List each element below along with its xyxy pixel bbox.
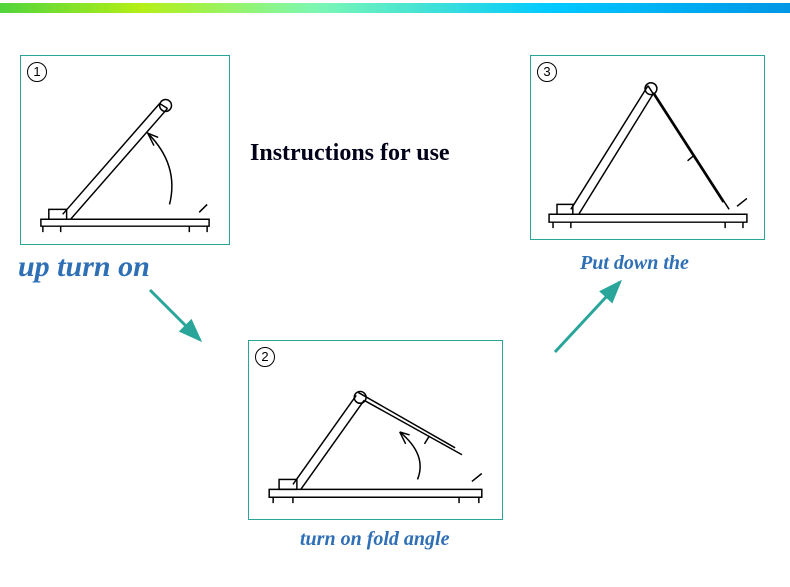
instructions-title: Instructions for use — [250, 140, 450, 167]
step-number-3: 3 — [537, 62, 557, 82]
step-number-1: 1 — [27, 62, 47, 82]
step-number-2: 2 — [255, 347, 275, 367]
step-panel-1: 1 — [20, 55, 230, 245]
flow-arrow-2-to-3 — [545, 272, 635, 362]
top-gradient-bar — [0, 0, 790, 10]
caption-step-1: up turn on — [18, 250, 150, 284]
flow-arrow-1-to-2 — [140, 282, 220, 352]
step-panel-2: 2 — [248, 340, 503, 520]
caption-step-2: turn on fold angle — [300, 528, 449, 551]
step-panel-3: 3 — [530, 55, 765, 240]
